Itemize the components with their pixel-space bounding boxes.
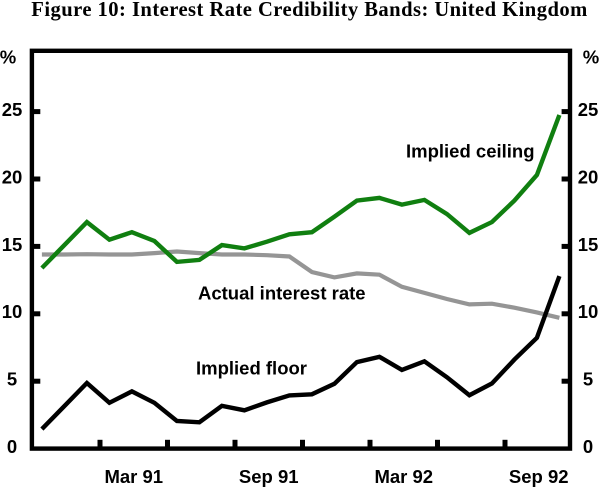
svg-text:15: 15 — [2, 234, 23, 255]
svg-text:10: 10 — [2, 301, 23, 322]
svg-text:20: 20 — [2, 166, 23, 187]
svg-text:15: 15 — [578, 234, 599, 255]
svg-text:5: 5 — [583, 369, 593, 390]
svg-text:%: % — [0, 47, 16, 68]
svg-text:20: 20 — [578, 166, 599, 187]
svg-text:Implied ceiling: Implied ceiling — [406, 140, 535, 161]
svg-text:Mar 92: Mar 92 — [374, 466, 433, 487]
svg-text:Mar 91: Mar 91 — [104, 466, 163, 487]
svg-text:0: 0 — [7, 436, 17, 457]
svg-text:Figure 10: Interest Rate Credi: Figure 10: Interest Rate Credibility Ban… — [31, 0, 587, 21]
svg-text:Sep 92: Sep 92 — [509, 466, 569, 487]
svg-text:0: 0 — [583, 436, 593, 457]
svg-text:25: 25 — [2, 99, 23, 120]
svg-text:10: 10 — [578, 301, 599, 322]
svg-text:%: % — [583, 47, 599, 68]
svg-text:5: 5 — [7, 369, 17, 390]
svg-text:Sep 91: Sep 91 — [239, 466, 299, 487]
svg-text:Implied floor: Implied floor — [196, 357, 307, 378]
svg-text:Actual interest rate: Actual interest rate — [198, 283, 366, 304]
svg-text:25: 25 — [578, 99, 599, 120]
